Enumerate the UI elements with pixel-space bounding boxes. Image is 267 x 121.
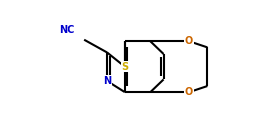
Text: O: O xyxy=(185,36,193,46)
Text: NC: NC xyxy=(59,25,74,35)
Text: N: N xyxy=(103,76,111,86)
Text: S: S xyxy=(121,62,128,72)
Text: O: O xyxy=(185,87,193,97)
